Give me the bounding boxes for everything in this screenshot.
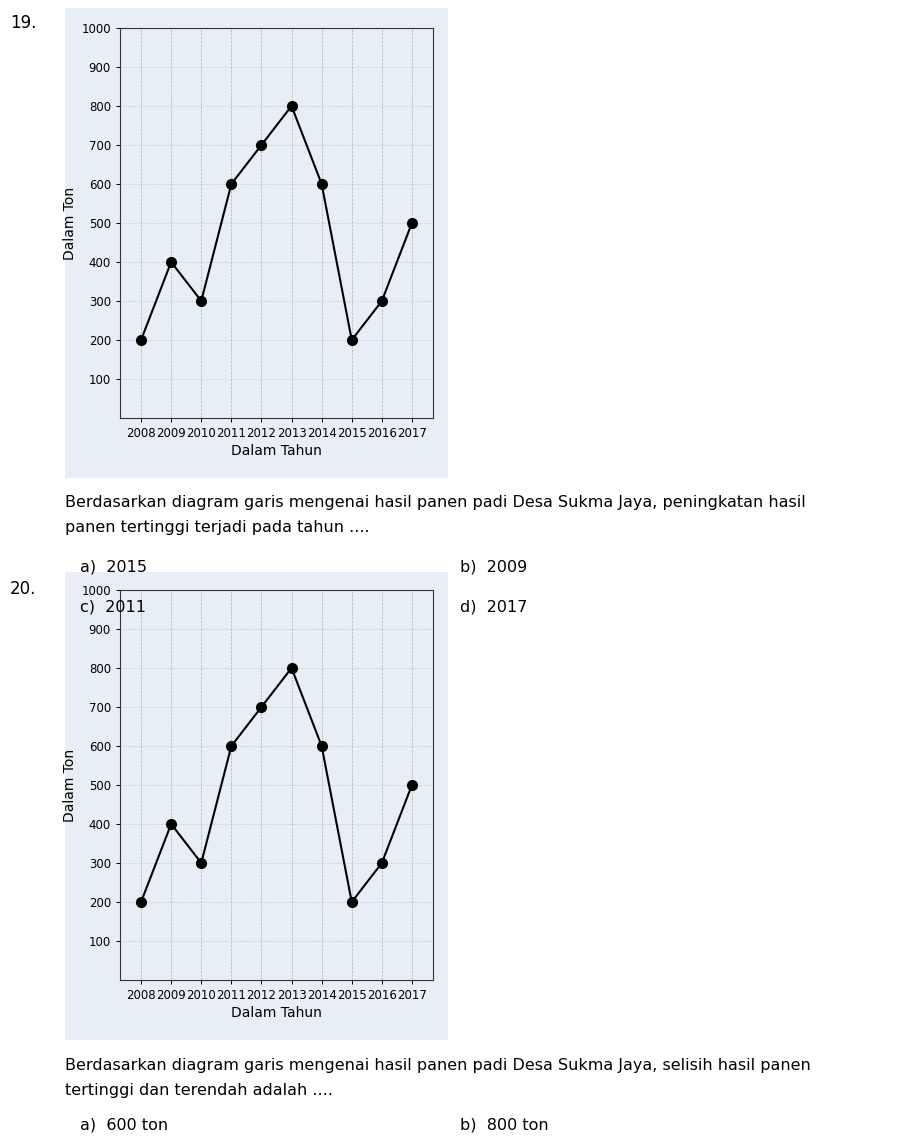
Text: d)  2017: d) 2017 [460, 600, 527, 615]
Text: 19.: 19. [10, 14, 37, 32]
Text: c)  2011: c) 2011 [80, 600, 146, 615]
Text: Berdasarkan diagram garis mengenai hasil panen padi Desa Sukma Jaya, selisih has: Berdasarkan diagram garis mengenai hasil… [65, 1058, 810, 1073]
Y-axis label: Dalam Ton: Dalam Ton [63, 749, 77, 822]
Text: 20.: 20. [10, 581, 37, 598]
Text: b)  800 ton: b) 800 ton [460, 1118, 548, 1134]
Text: b)  2009: b) 2009 [460, 560, 527, 575]
Text: Berdasarkan diagram garis mengenai hasil panen padi Desa Sukma Jaya, peningkatan: Berdasarkan diagram garis mengenai hasil… [65, 495, 805, 510]
X-axis label: Dalam Tahun: Dalam Tahun [231, 1006, 322, 1020]
Text: a)  2015: a) 2015 [80, 560, 147, 575]
Text: tertinggi dan terendah adalah ....: tertinggi dan terendah adalah .... [65, 1083, 333, 1098]
Text: panen tertinggi terjadi pada tahun ....: panen tertinggi terjadi pada tahun .... [65, 520, 369, 535]
Y-axis label: Dalam Ton: Dalam Ton [63, 187, 77, 260]
Text: a)  600 ton: a) 600 ton [80, 1118, 168, 1134]
X-axis label: Dalam Tahun: Dalam Tahun [231, 444, 322, 458]
